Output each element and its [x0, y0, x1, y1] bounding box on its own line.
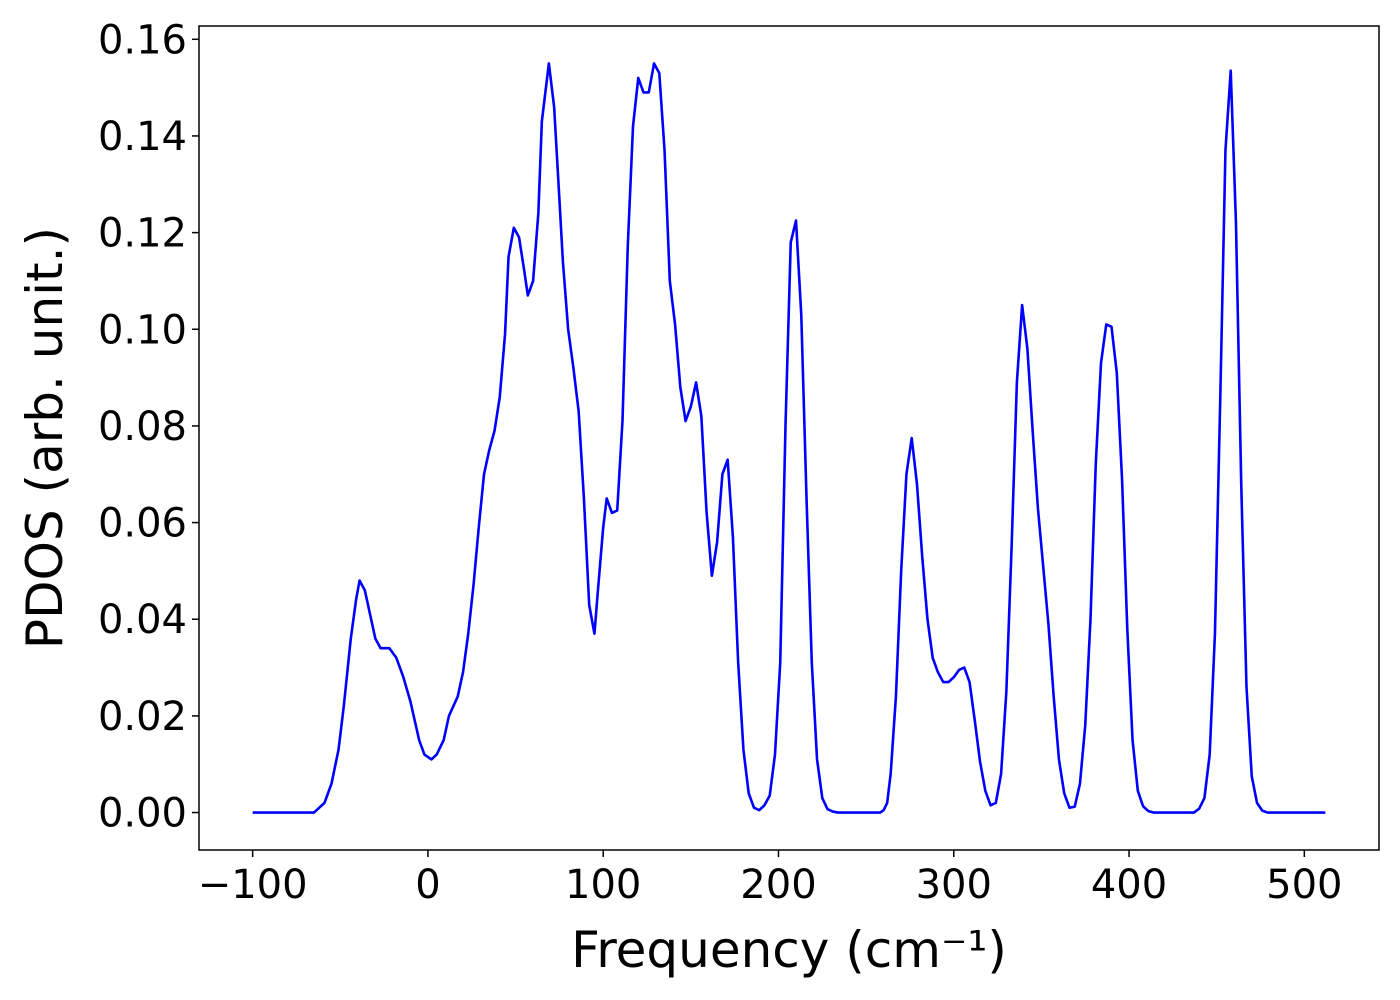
y-tick-label: 0.10	[98, 307, 187, 353]
x-axis-label: Frequency (cm⁻¹)	[571, 921, 1007, 979]
y-tick-label: 0.04	[98, 597, 187, 643]
x-tick-label: 100	[565, 862, 641, 908]
x-tick-label: 300	[916, 862, 992, 908]
x-tick-label: 400	[1091, 862, 1167, 908]
y-tick-label: 0.00	[98, 791, 187, 837]
plot-frame	[198, 25, 1380, 851]
data-line	[252, 62, 1326, 814]
x-tick-label: 0	[415, 862, 440, 908]
y-axis-label: PDOS (arb. unit.)	[16, 227, 74, 649]
y-tick-label: 0.16	[98, 17, 187, 63]
y-tick-label: 0.02	[98, 694, 187, 740]
x-tick-label: −100	[198, 862, 308, 908]
y-tick-label: 0.12	[98, 211, 187, 257]
y-tick-label: 0.14	[98, 114, 187, 160]
y-tick-label: 0.06	[98, 501, 187, 547]
x-tick-label: 500	[1266, 862, 1342, 908]
y-tick-label: 0.08	[98, 404, 187, 450]
x-tick-label: 200	[740, 862, 816, 908]
